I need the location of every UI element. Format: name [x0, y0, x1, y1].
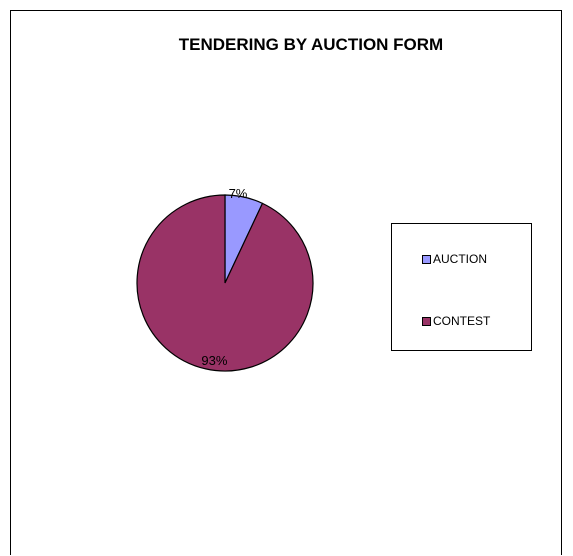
legend: AUCTION CONTEST [391, 223, 532, 351]
pie-slice-contest [136, 194, 314, 372]
chart-area: TENDERING BY AUCTION FORM 7% 93% AUCTION … [10, 10, 562, 555]
legend-swatch-auction [422, 254, 431, 264]
legend-label-contest: CONTEST [433, 314, 491, 328]
data-label-auction: 7% [229, 186, 248, 201]
chart-title: TENDERING BY AUCTION FORM [178, 35, 444, 54]
legend-swatch-contest [422, 316, 431, 326]
legend-label-auction: AUCTION [433, 252, 487, 266]
legend-item-contest: CONTEST [422, 314, 490, 328]
pie-chart: 7% 93% [136, 186, 314, 372]
legend-item-auction: AUCTION [422, 252, 487, 266]
data-label-contest: 93% [201, 353, 227, 368]
